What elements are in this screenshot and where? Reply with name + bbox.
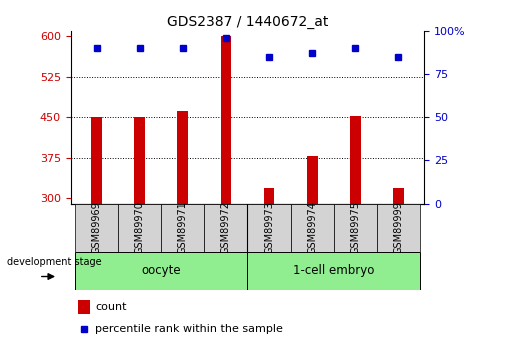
Text: development stage: development stage xyxy=(7,257,102,267)
Text: percentile rank within the sample: percentile rank within the sample xyxy=(95,325,283,334)
Text: GSM89974: GSM89974 xyxy=(307,201,317,254)
Bar xyxy=(377,204,420,252)
Text: GSM89969: GSM89969 xyxy=(91,201,102,254)
Bar xyxy=(205,204,247,252)
Text: GSM89975: GSM89975 xyxy=(350,201,360,254)
Bar xyxy=(350,116,361,204)
Bar xyxy=(75,204,118,252)
Text: GSM89973: GSM89973 xyxy=(264,201,274,254)
Bar xyxy=(393,188,403,204)
Bar xyxy=(118,204,161,252)
Bar xyxy=(247,204,290,252)
Bar xyxy=(134,117,145,204)
Bar xyxy=(307,156,318,204)
Bar xyxy=(78,300,90,314)
Bar xyxy=(177,111,188,204)
Bar xyxy=(91,117,102,204)
Bar xyxy=(264,188,274,204)
Bar xyxy=(221,37,231,204)
Text: GSM89972: GSM89972 xyxy=(221,201,231,254)
Text: 1-cell embryo: 1-cell embryo xyxy=(293,264,374,277)
Bar xyxy=(161,204,205,252)
Bar xyxy=(290,204,334,252)
Text: GSM89970: GSM89970 xyxy=(135,201,144,254)
Text: GSM89999: GSM89999 xyxy=(393,201,403,254)
Text: count: count xyxy=(95,302,127,312)
Text: GSM89971: GSM89971 xyxy=(178,201,188,254)
Text: oocyte: oocyte xyxy=(141,264,181,277)
Bar xyxy=(75,252,247,290)
Bar xyxy=(334,204,377,252)
Bar xyxy=(247,252,420,290)
Title: GDS2387 / 1440672_at: GDS2387 / 1440672_at xyxy=(167,14,328,29)
